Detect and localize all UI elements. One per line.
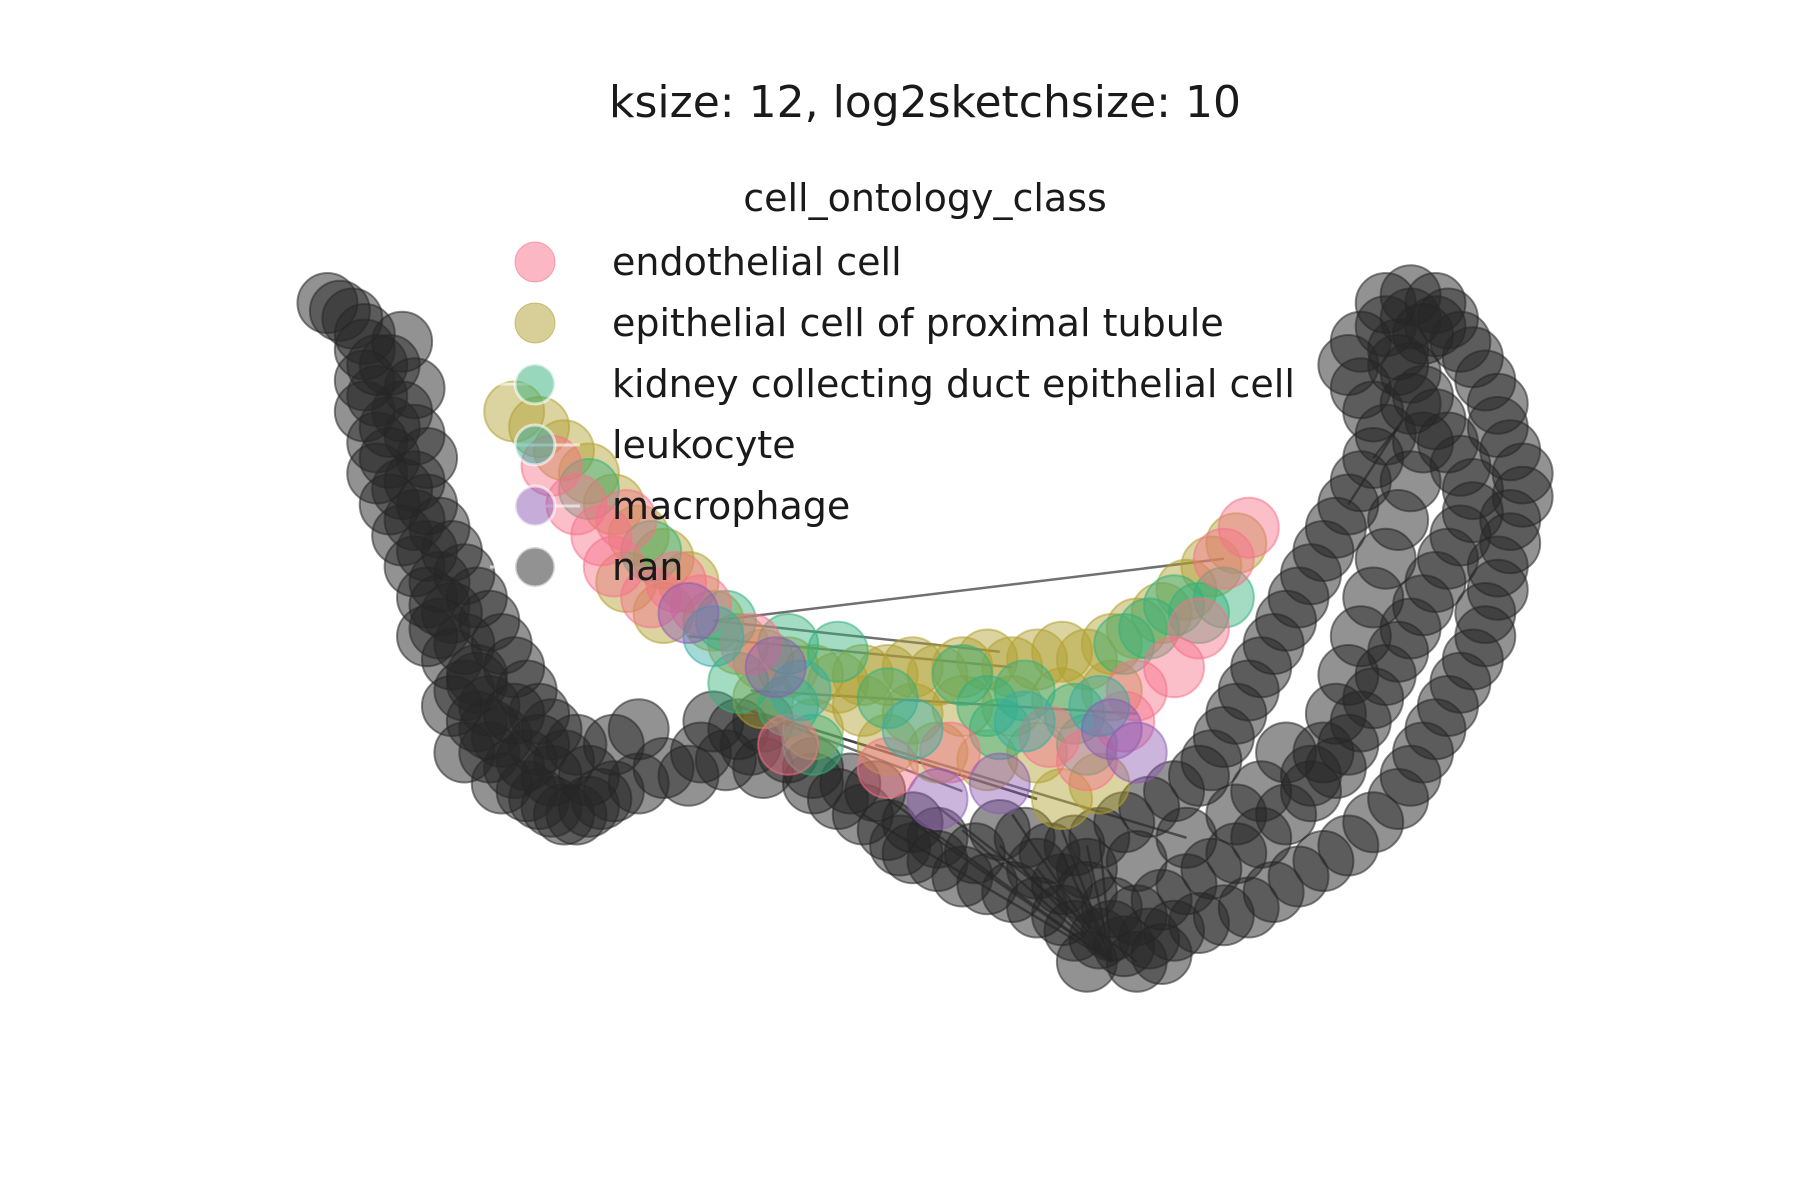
data-point-epithelial-cell-of-proximal-tubule bbox=[906, 721, 969, 784]
legend-marker bbox=[513, 545, 557, 589]
data-point-endothelial-cell bbox=[856, 737, 919, 799]
data-point-endothelial-cell bbox=[595, 489, 658, 551]
series-endothelial-cell bbox=[520, 434, 1280, 799]
legend-label: leukocyte bbox=[612, 423, 796, 467]
legend-entry-leukocyte: leukocyte bbox=[490, 423, 796, 467]
data-point-epithelial-cell-of-proximal-tubule bbox=[1031, 768, 1093, 830]
data-point-epithelial-cell-of-proximal-tubule bbox=[1031, 620, 1093, 683]
data-point-macrophage bbox=[1105, 721, 1168, 784]
data-point-kidney-collecting-duct-epithelial-cell bbox=[956, 675, 1019, 737]
data-point-nan bbox=[408, 574, 471, 637]
data-point-endothelial-cell bbox=[1105, 659, 1168, 722]
data-point-kidney-collecting-duct-epithelial-cell bbox=[1118, 597, 1181, 660]
data-point-macrophage bbox=[968, 752, 1031, 815]
data-point-kidney-collecting-duct-epithelial-cell bbox=[1143, 574, 1206, 637]
data-point-macrophage bbox=[744, 636, 807, 699]
data-point-kidney-collecting-duct-epithelial-cell bbox=[620, 520, 683, 582]
data-point-nan bbox=[508, 713, 571, 776]
legend-entry-nan: nan bbox=[490, 545, 683, 589]
data-point-endothelial-cell bbox=[1167, 597, 1230, 660]
legend-label: macrophage bbox=[612, 484, 850, 528]
data-point-leukocyte bbox=[881, 698, 944, 761]
legend-marker bbox=[513, 423, 557, 467]
data-point-nan bbox=[607, 698, 670, 761]
legend: cell_ontology_class endothelial cell epit… bbox=[490, 176, 1295, 589]
legend-entry-macrophage: macrophage bbox=[490, 484, 850, 528]
data-point-nan bbox=[371, 310, 434, 373]
data-point-leukocyte bbox=[682, 605, 745, 668]
data-point-nan bbox=[1130, 923, 1193, 985]
data-point-nan bbox=[1031, 853, 1093, 916]
data-point-endothelial-cell bbox=[1143, 636, 1206, 699]
data-point-endothelial-cell bbox=[1192, 527, 1255, 590]
legend-entry-kidney-collecting-duct-epithelial-cell: kidney collecting duct epithelial cell bbox=[490, 362, 1295, 406]
data-point-endothelial-cell bbox=[582, 535, 645, 598]
data-point-epithelial-cell-of-proximal-tubule bbox=[1180, 535, 1243, 598]
legend-entries: endothelial cell epithelial cell of proxi… bbox=[490, 240, 1295, 589]
data-point-macrophage bbox=[657, 582, 720, 644]
data-point-leukocyte bbox=[993, 690, 1056, 753]
series-nan bbox=[296, 264, 1554, 993]
legend-label: endothelial cell bbox=[612, 240, 902, 284]
legend-entry-epithelial-cell-of-proximal-tubule: epithelial cell of proximal tubule bbox=[514, 301, 1224, 345]
data-point-kidney-collecting-duct-epithelial-cell bbox=[782, 713, 844, 776]
data-point-macrophage bbox=[1080, 698, 1143, 761]
data-point-endothelial-cell bbox=[669, 574, 732, 637]
data-point-endothelial-cell bbox=[918, 721, 981, 784]
series-leukocyte bbox=[682, 605, 1131, 761]
series-macrophage bbox=[657, 582, 1168, 830]
legend-marker bbox=[514, 241, 556, 283]
chart-title: ksize: 12, log2sketchsize: 10 bbox=[609, 77, 1241, 128]
data-point-leukocyte bbox=[769, 659, 832, 722]
series-kidney-collecting-duct-epithelial-cell bbox=[557, 458, 1255, 776]
legend-label: epithelial cell of proximal tubule bbox=[612, 301, 1224, 345]
legend-marker bbox=[513, 362, 557, 406]
legend-marker bbox=[514, 302, 556, 344]
graph-edge bbox=[713, 557, 1225, 622]
legend-label: nan bbox=[612, 545, 683, 589]
data-point-endothelial-cell bbox=[757, 713, 820, 776]
data-point-kidney-collecting-duct-epithelial-cell bbox=[1192, 566, 1255, 629]
data-point-kidney-collecting-duct-epithelial-cell bbox=[931, 644, 994, 706]
data-point-endothelial-cell bbox=[719, 613, 782, 675]
data-point-epithelial-cell-of-proximal-tubule bbox=[557, 442, 620, 505]
data-point-macrophage bbox=[906, 768, 969, 830]
data-point-endothelial-cell bbox=[620, 566, 683, 629]
data-point-nan bbox=[943, 822, 1006, 885]
legend-entry-endothelial-cell: endothelial cell bbox=[514, 240, 902, 284]
data-point-endothelial-cell bbox=[1055, 729, 1118, 792]
data-point-kidney-collecting-duct-epithelial-cell bbox=[806, 620, 869, 683]
legend-label: kidney collecting duct epithelial cell bbox=[612, 362, 1295, 406]
legend-marker bbox=[513, 484, 557, 528]
data-point-epithelial-cell-of-proximal-tubule bbox=[881, 636, 944, 699]
data-point-endothelial-cell bbox=[1217, 496, 1280, 559]
legend-title: cell_ontology_class bbox=[743, 176, 1107, 220]
data-point-kidney-collecting-duct-epithelial-cell bbox=[1043, 682, 1106, 745]
data-point-kidney-collecting-duct-epithelial-cell bbox=[856, 667, 919, 730]
